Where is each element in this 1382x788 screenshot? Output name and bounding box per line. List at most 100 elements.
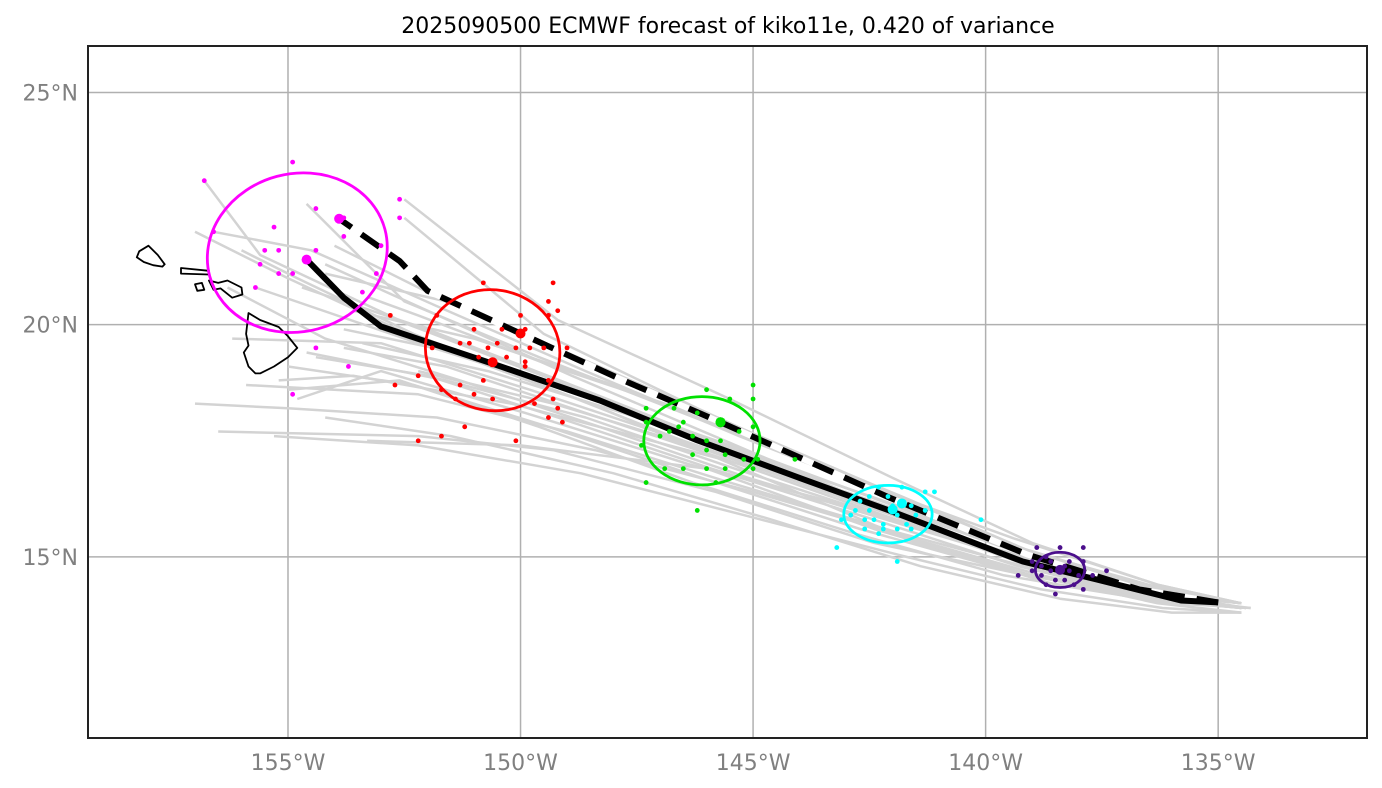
member-point bbox=[387, 312, 393, 318]
dashed-track-position-marker bbox=[715, 417, 726, 428]
forecast-time-day-4 bbox=[387, 280, 570, 444]
member-point bbox=[662, 466, 668, 472]
member-point bbox=[880, 526, 886, 532]
ensemble-track bbox=[367, 439, 1242, 614]
member-point bbox=[741, 456, 747, 462]
member-point bbox=[415, 438, 421, 444]
member-point bbox=[262, 247, 268, 253]
member-point bbox=[480, 377, 486, 383]
member-point bbox=[341, 234, 347, 239]
y-tick-label: 25°N bbox=[23, 81, 78, 106]
member-point bbox=[1052, 591, 1058, 597]
member-point bbox=[792, 456, 798, 462]
member-point bbox=[1080, 586, 1086, 592]
member-point bbox=[1057, 545, 1063, 550]
member-point bbox=[1062, 577, 1068, 583]
member-point bbox=[1066, 568, 1072, 574]
member-point bbox=[522, 364, 528, 369]
member-point bbox=[1080, 545, 1086, 550]
member-point bbox=[908, 503, 914, 509]
member-point bbox=[541, 345, 547, 351]
member-point bbox=[532, 401, 537, 407]
member-point bbox=[429, 345, 435, 351]
member-point bbox=[313, 247, 319, 253]
forecast-time-day-1 bbox=[1015, 545, 1109, 597]
member-point bbox=[485, 345, 491, 351]
member-point bbox=[513, 345, 519, 351]
uncertainty-ellipse bbox=[423, 288, 562, 413]
member-point bbox=[704, 447, 709, 453]
member-point bbox=[694, 410, 700, 416]
member-point bbox=[722, 452, 728, 458]
member-point bbox=[704, 387, 709, 393]
member-point bbox=[676, 424, 682, 430]
member-positions bbox=[201, 159, 1109, 597]
member-point bbox=[276, 247, 282, 253]
solid-mean-track bbox=[304, 257, 1219, 606]
member-point bbox=[471, 391, 477, 397]
member-point bbox=[839, 517, 844, 523]
member-point bbox=[885, 494, 891, 499]
member-point bbox=[862, 526, 868, 532]
member-point bbox=[201, 178, 207, 184]
member-point bbox=[862, 517, 868, 523]
member-point bbox=[1048, 559, 1054, 564]
member-point bbox=[704, 466, 709, 472]
member-point bbox=[643, 480, 649, 485]
member-point bbox=[750, 466, 756, 472]
member-point bbox=[853, 508, 858, 513]
member-point bbox=[913, 512, 919, 518]
member-point bbox=[894, 512, 900, 518]
member-point bbox=[457, 382, 463, 388]
x-tick-label: 155°W bbox=[251, 751, 326, 776]
member-point bbox=[750, 396, 756, 402]
member-point bbox=[680, 419, 686, 425]
member-point bbox=[546, 299, 551, 304]
island-hawaii bbox=[242, 312, 299, 375]
member-point bbox=[513, 438, 519, 444]
mean-position-marker bbox=[487, 357, 498, 368]
member-point bbox=[1039, 573, 1044, 578]
uncertainty-ellipse bbox=[842, 483, 934, 545]
dashed-track-position-marker bbox=[334, 213, 345, 224]
member-point bbox=[1029, 568, 1035, 574]
member-point bbox=[499, 326, 505, 332]
mean-position-marker bbox=[301, 254, 312, 265]
x-tick-label: 135°W bbox=[1181, 751, 1256, 776]
x-tick-label: 140°W bbox=[948, 751, 1023, 776]
member-point bbox=[871, 517, 877, 523]
member-point bbox=[1029, 559, 1035, 564]
plot-frame bbox=[87, 45, 1368, 739]
member-point bbox=[666, 429, 672, 434]
member-point bbox=[271, 224, 277, 230]
member-point bbox=[550, 396, 556, 402]
member-point bbox=[313, 206, 319, 211]
member-point bbox=[480, 280, 486, 286]
member-point bbox=[1015, 573, 1021, 578]
member-point bbox=[373, 271, 379, 276]
tick-labels: 155°W 150°W 145°W 140°W 135°W 15°N 20°N 25°N bbox=[23, 81, 1256, 776]
member-point bbox=[550, 280, 556, 286]
chart-title: 2025090500 ECMWF forecast of kiko11e, 0.… bbox=[401, 14, 1054, 39]
forecast-time-day-2 bbox=[834, 483, 984, 564]
member-point bbox=[866, 494, 872, 499]
member-point bbox=[290, 391, 296, 397]
member-point bbox=[690, 433, 696, 439]
member-point bbox=[397, 196, 403, 202]
member-point bbox=[555, 308, 561, 314]
member-point bbox=[1090, 573, 1095, 578]
x-tick-label: 145°W bbox=[716, 751, 791, 776]
member-point bbox=[1039, 563, 1044, 569]
ensemble-track bbox=[194, 402, 1242, 610]
member-point bbox=[694, 508, 700, 513]
member-point bbox=[671, 405, 677, 411]
member-point bbox=[718, 438, 723, 444]
dashed-track-position-marker bbox=[515, 328, 526, 339]
member-point bbox=[657, 433, 663, 439]
member-point bbox=[834, 545, 840, 550]
member-point bbox=[857, 498, 863, 504]
member-point bbox=[932, 489, 937, 495]
member-point bbox=[922, 508, 928, 513]
member-point bbox=[415, 373, 421, 379]
